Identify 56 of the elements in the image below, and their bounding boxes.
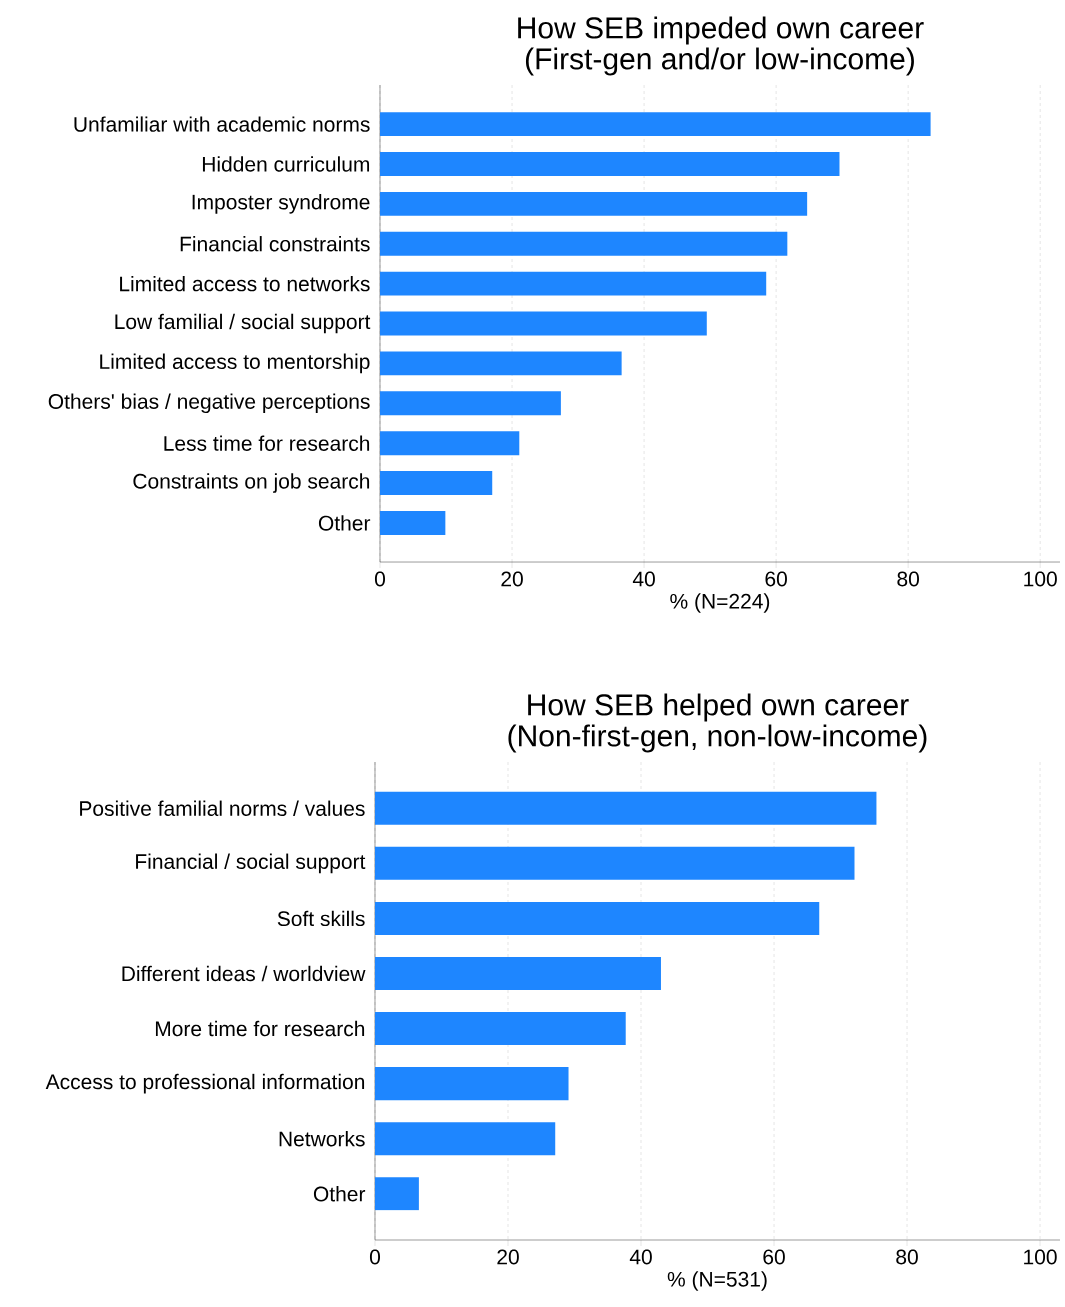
x-tick-label: 40	[632, 571, 655, 587]
chart-subtitle: (First-gen and/or low-income)	[525, 47, 914, 76]
y-tick-label: Imposter syndrome	[192, 194, 370, 214]
bar	[375, 1177, 419, 1211]
bar	[380, 112, 931, 137]
bar	[375, 1012, 626, 1046]
y-tick-label: Financial / social support	[136, 853, 366, 874]
x-tick-label: 0	[374, 571, 386, 587]
x-tick-label: 20	[497, 1249, 519, 1265]
y-tick-label: More time for research	[155, 1020, 365, 1037]
chart-title: How SEB impeded own career	[518, 16, 924, 45]
x-tick-label: 80	[897, 571, 919, 587]
y-tick-label: Other	[313, 1186, 366, 1202]
bar	[380, 510, 446, 535]
y-tick-label: Limited access to mentorship	[100, 353, 370, 374]
y-tick-label: Access to professional information	[45, 1073, 365, 1094]
y-tick-label: Limited access to networks	[120, 275, 370, 292]
bar	[380, 471, 493, 496]
bar	[380, 311, 707, 336]
y-tick-label: Less time for research	[164, 435, 370, 451]
bar	[375, 846, 855, 880]
y-tick-label: Others' bias / negative perceptions	[48, 393, 370, 414]
chart-title: How SEB helped own career	[528, 693, 909, 722]
y-tick-label: Financial constraints	[180, 236, 370, 252]
bar	[375, 1122, 556, 1156]
x-tick-label: 20	[501, 571, 523, 587]
bar	[380, 431, 520, 456]
y-tick-label: Constraints on job search	[133, 473, 370, 493]
bar	[380, 231, 788, 256]
x-tick-label: 60	[765, 571, 787, 587]
bar	[380, 351, 622, 376]
bar	[375, 956, 661, 990]
bar	[380, 271, 767, 296]
y-tick-label: Soft skills	[277, 910, 365, 927]
bar	[380, 391, 561, 416]
y-tick-label: Networks	[279, 1130, 365, 1147]
x-tick-label: 40	[629, 1249, 652, 1265]
x-tick-label: 100	[1024, 571, 1057, 587]
bar	[375, 901, 820, 935]
x-tick-label: 100	[1024, 1249, 1057, 1265]
y-tick-label: Different ideas / worldview	[122, 965, 366, 982]
y-tick-label: Unfamiliar with academic norms	[74, 116, 370, 132]
x-axis-title: % (N=224)	[670, 593, 770, 613]
bar	[380, 191, 808, 216]
bar	[380, 152, 840, 176]
x-tick-label: 0	[369, 1249, 381, 1265]
y-tick-label: Other	[318, 515, 371, 531]
chart-subtitle: (Non-first-gen, non-low-income)	[508, 724, 927, 753]
bar	[375, 1067, 569, 1101]
bar	[375, 791, 877, 825]
x-axis-title: % (N=531)	[667, 1271, 767, 1291]
x-tick-label: 80	[896, 1249, 918, 1265]
y-tick-label: Positive familial norms / values	[80, 800, 365, 816]
x-tick-label: 60	[763, 1249, 785, 1265]
y-tick-label: Hidden curriculum	[202, 156, 370, 172]
y-tick-label: Low familial / social support	[115, 313, 371, 334]
